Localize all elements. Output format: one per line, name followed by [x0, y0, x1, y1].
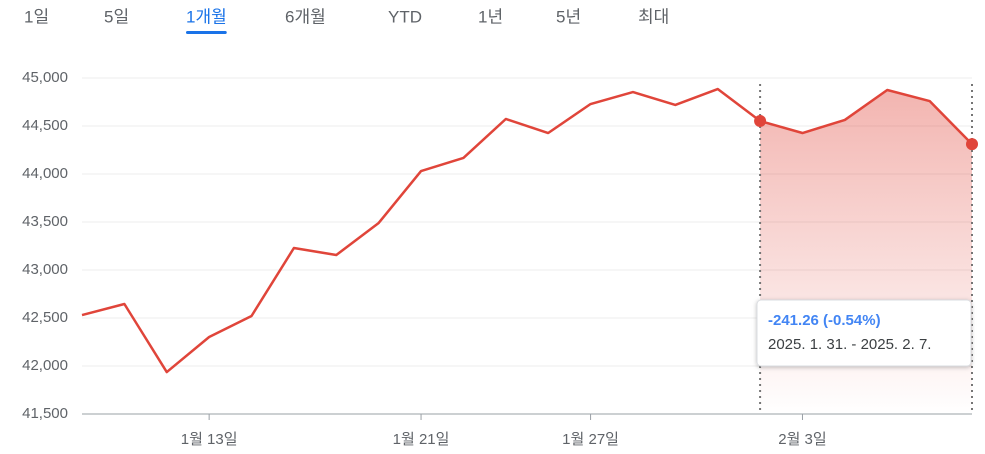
range-endpoint: [966, 138, 978, 151]
y-tick-label: 42,500: [22, 309, 68, 326]
active-tab-underline: [186, 31, 227, 34]
x-tick-label: 1월 13일: [181, 431, 238, 448]
y-tick-label: 41,500: [22, 405, 68, 422]
y-tick-label: 44,000: [22, 165, 68, 182]
y-tick-label: 42,000: [22, 357, 68, 374]
tooltip-box: [756, 299, 972, 367]
range-tab[interactable]: YTD: [388, 7, 422, 26]
range-tab[interactable]: 5년: [556, 7, 581, 26]
tooltip-change: -241.26 (-0.54%): [768, 312, 881, 329]
range-tab[interactable]: 6개월: [285, 7, 326, 26]
y-tick-label: 44,500: [22, 117, 68, 134]
y-tick-label: 43,500: [22, 213, 68, 230]
range-tab[interactable]: 5일: [104, 7, 129, 26]
price-line: [81, 87, 973, 374]
y-tick-label: 45,000: [22, 69, 68, 86]
range-endpoint: [754, 115, 767, 128]
range-tab[interactable]: 1일: [24, 7, 49, 26]
tooltip-range: 2025. 1. 31. - 2025. 2. 7.: [768, 336, 931, 353]
range-tab[interactable]: 최대: [638, 7, 669, 26]
range-tab[interactable]: 1개월: [186, 7, 227, 26]
y-tick-label: 43,000: [22, 261, 68, 278]
x-tick-label: 1월 27일: [562, 431, 619, 448]
x-tick-label: 1월 21일: [393, 431, 450, 448]
x-tick-label: 2월 3일: [778, 431, 826, 448]
range-tab[interactable]: 1년: [478, 7, 503, 26]
